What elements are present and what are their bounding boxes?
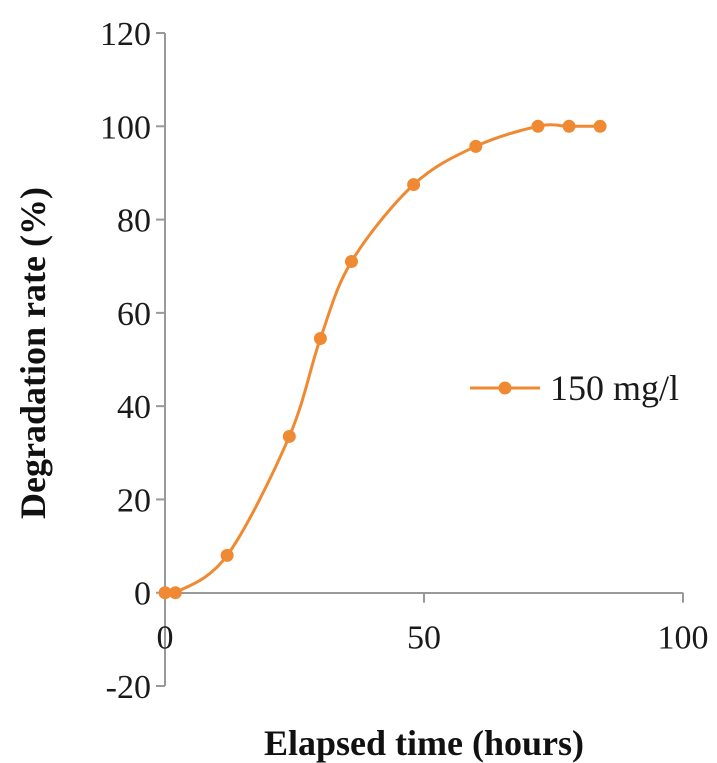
data-point [344,255,358,269]
y-ticks: -20 0 20 40 60 80 100 120 [100,16,165,706]
y-tick-label: 120 [100,16,151,53]
legend-marker [498,381,512,395]
data-point [593,119,607,133]
legend: 150 mg/l [470,368,679,408]
data-point [158,586,172,600]
data-point [562,119,576,133]
x-ticks: 0 50 100 [157,592,709,657]
data-point [220,548,234,562]
y-tick-label: 80 [117,203,151,240]
x-tick-label: 0 [157,620,174,657]
series-layer [158,119,607,600]
y-tick-label: 0 [134,576,151,613]
data-point [313,332,327,346]
x-axis-title: Elapsed time (hours) [264,723,584,763]
y-tick-label: 20 [117,482,151,519]
data-point [469,139,483,153]
data-point [168,586,182,600]
x-tick-label: 50 [407,620,441,657]
y-tick-label: 60 [117,296,151,333]
data-point [531,119,545,133]
legend-label: 150 mg/l [550,368,679,408]
data-point [407,178,421,192]
series-line [164,123,601,597]
y-axis-title: Degradation rate (%) [13,187,53,519]
y-tick-label: 40 [117,389,151,426]
y-tick-label: -20 [106,669,151,706]
x-tick-label: 100 [658,620,709,657]
y-tick-label: 100 [100,109,151,146]
data-point [282,429,296,443]
